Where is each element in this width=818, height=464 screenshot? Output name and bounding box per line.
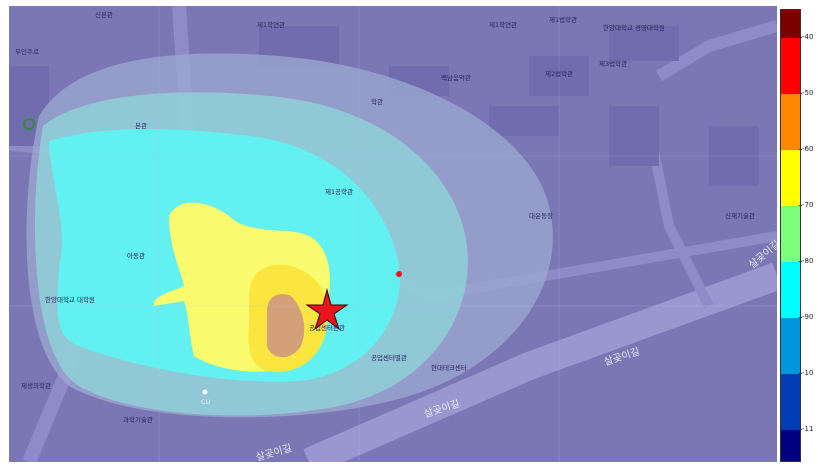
label-daeunsang: 대운동장 — [529, 212, 553, 220]
colorbar-tick: -50 — [802, 89, 814, 97]
colorbar-tick: -60 — [802, 145, 814, 153]
reference-point — [396, 271, 402, 277]
colorbar-tick: -10 — [802, 369, 814, 377]
label-hyundai: 현대테크센터 — [431, 364, 467, 372]
label-je1hak2: 제1학연관 — [489, 21, 518, 29]
label-sinbon: 신본관 — [95, 11, 113, 19]
label-je1hak1: 제1학연관 — [257, 21, 286, 29]
star-icon — [305, 288, 349, 331]
signal-contours — [26, 53, 553, 418]
colorbar-tick: -40 — [802, 33, 814, 41]
label-je1gong: 제1공학관 — [325, 188, 354, 196]
label-je3beob: 제3법학관 — [599, 60, 628, 68]
label-target-building: 공업센터본관 — [309, 324, 345, 332]
colorbar-gradient — [780, 9, 801, 462]
label-sinjikgi: 신재기술관 — [725, 212, 755, 220]
label-gwahak: 과학기술관 — [123, 416, 153, 424]
colorbar-tick: -80 — [802, 257, 814, 265]
label-muinjureo: 무인주르 — [15, 48, 39, 56]
label-ahyeon: 아동관 — [127, 252, 145, 260]
signal-colorbar: -40 -50 -60 -70 -80 -90 -10 -11 — [779, 6, 818, 462]
contour-band-50 — [267, 294, 305, 358]
label-bongwan: 본관 — [135, 122, 147, 130]
label-hanyang-univ: 한양대학교 대학원 — [45, 296, 95, 304]
label-hakgwan: 학관 — [371, 98, 383, 106]
colorbar-tick: -90 — [802, 313, 814, 321]
label-je1beob: 제1법학관 — [549, 16, 578, 24]
colorbar-tick: -70 — [802, 201, 814, 209]
colorbar-tick: -11 — [802, 425, 814, 433]
map-canvas — [9, 6, 777, 462]
map-grid — [9, 6, 777, 462]
label-hanyang-grad: 한양대학교 경영대학원 — [603, 24, 665, 32]
label-cu: CU — [201, 398, 211, 406]
heatmap-map[interactable]: 신본관 무인주르 제1학연관 제1학연관 제1법학관 한양대학교 경영대학원 백… — [9, 6, 777, 462]
cu-store-icon — [202, 389, 208, 395]
map-pin-icon — [23, 118, 35, 130]
label-baeknam: 백남음악관 — [441, 74, 471, 82]
label-jesaeng: 제생의학관 — [21, 382, 51, 390]
label-gonghak-right: 공업센터별관 — [371, 354, 407, 362]
label-je2beob: 제2법학관 — [545, 70, 574, 78]
